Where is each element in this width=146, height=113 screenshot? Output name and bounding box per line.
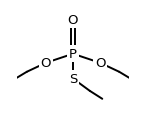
Text: O: O <box>41 57 51 70</box>
Text: S: S <box>69 72 77 85</box>
Text: O: O <box>68 14 78 27</box>
Text: P: P <box>69 48 77 61</box>
Text: O: O <box>95 57 105 70</box>
